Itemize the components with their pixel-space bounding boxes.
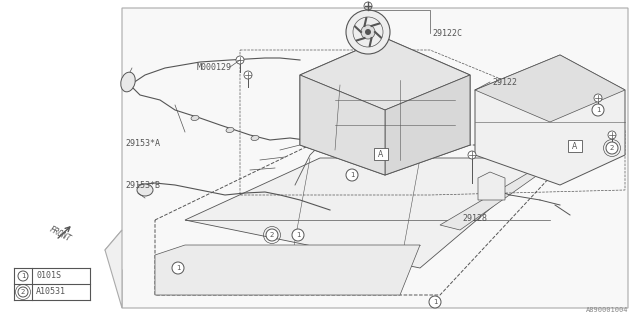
Text: 0101S: 0101S <box>36 271 61 281</box>
Circle shape <box>292 229 304 241</box>
Text: 29153*A: 29153*A <box>125 139 160 148</box>
Bar <box>374 148 388 160</box>
Circle shape <box>606 142 618 154</box>
Bar <box>568 140 582 152</box>
Ellipse shape <box>251 135 259 140</box>
Polygon shape <box>385 75 470 175</box>
Polygon shape <box>475 55 625 185</box>
Circle shape <box>592 104 604 116</box>
Circle shape <box>244 71 252 79</box>
Polygon shape <box>155 245 420 295</box>
Circle shape <box>266 229 278 241</box>
Text: 29122: 29122 <box>492 77 517 86</box>
Circle shape <box>468 151 476 159</box>
Text: A: A <box>572 141 578 150</box>
Text: 29153*B: 29153*B <box>125 180 160 189</box>
Circle shape <box>608 131 616 139</box>
Circle shape <box>346 10 390 54</box>
Text: 1: 1 <box>349 172 355 178</box>
Text: 1: 1 <box>433 299 437 305</box>
Circle shape <box>594 94 602 102</box>
Text: 29122C: 29122C <box>432 28 462 37</box>
Polygon shape <box>440 145 580 230</box>
Text: FRONT: FRONT <box>48 225 73 244</box>
Polygon shape <box>105 8 628 308</box>
Text: 1: 1 <box>596 107 600 113</box>
Polygon shape <box>300 38 470 110</box>
Circle shape <box>18 271 28 281</box>
Circle shape <box>172 262 184 274</box>
Polygon shape <box>105 230 122 308</box>
Ellipse shape <box>137 184 153 196</box>
Text: 2: 2 <box>610 145 614 151</box>
Text: A10531: A10531 <box>36 287 66 297</box>
Text: 1: 1 <box>20 273 25 279</box>
Polygon shape <box>300 38 470 175</box>
Text: A890001004: A890001004 <box>586 307 628 313</box>
Circle shape <box>365 29 371 35</box>
Circle shape <box>236 56 244 64</box>
Ellipse shape <box>121 72 135 92</box>
Circle shape <box>18 287 28 297</box>
Text: 2: 2 <box>21 289 25 295</box>
Circle shape <box>346 169 358 181</box>
Text: A: A <box>378 149 383 158</box>
Circle shape <box>361 25 375 39</box>
Text: M000129: M000129 <box>197 62 232 71</box>
Polygon shape <box>478 172 505 200</box>
Text: 29128: 29128 <box>462 213 487 222</box>
Ellipse shape <box>191 116 199 121</box>
Text: 1: 1 <box>176 265 180 271</box>
Polygon shape <box>475 55 625 122</box>
Text: 1: 1 <box>296 232 300 238</box>
Polygon shape <box>185 158 550 268</box>
Circle shape <box>429 296 441 308</box>
Polygon shape <box>300 75 385 175</box>
Text: 2: 2 <box>270 232 274 238</box>
Ellipse shape <box>226 127 234 132</box>
